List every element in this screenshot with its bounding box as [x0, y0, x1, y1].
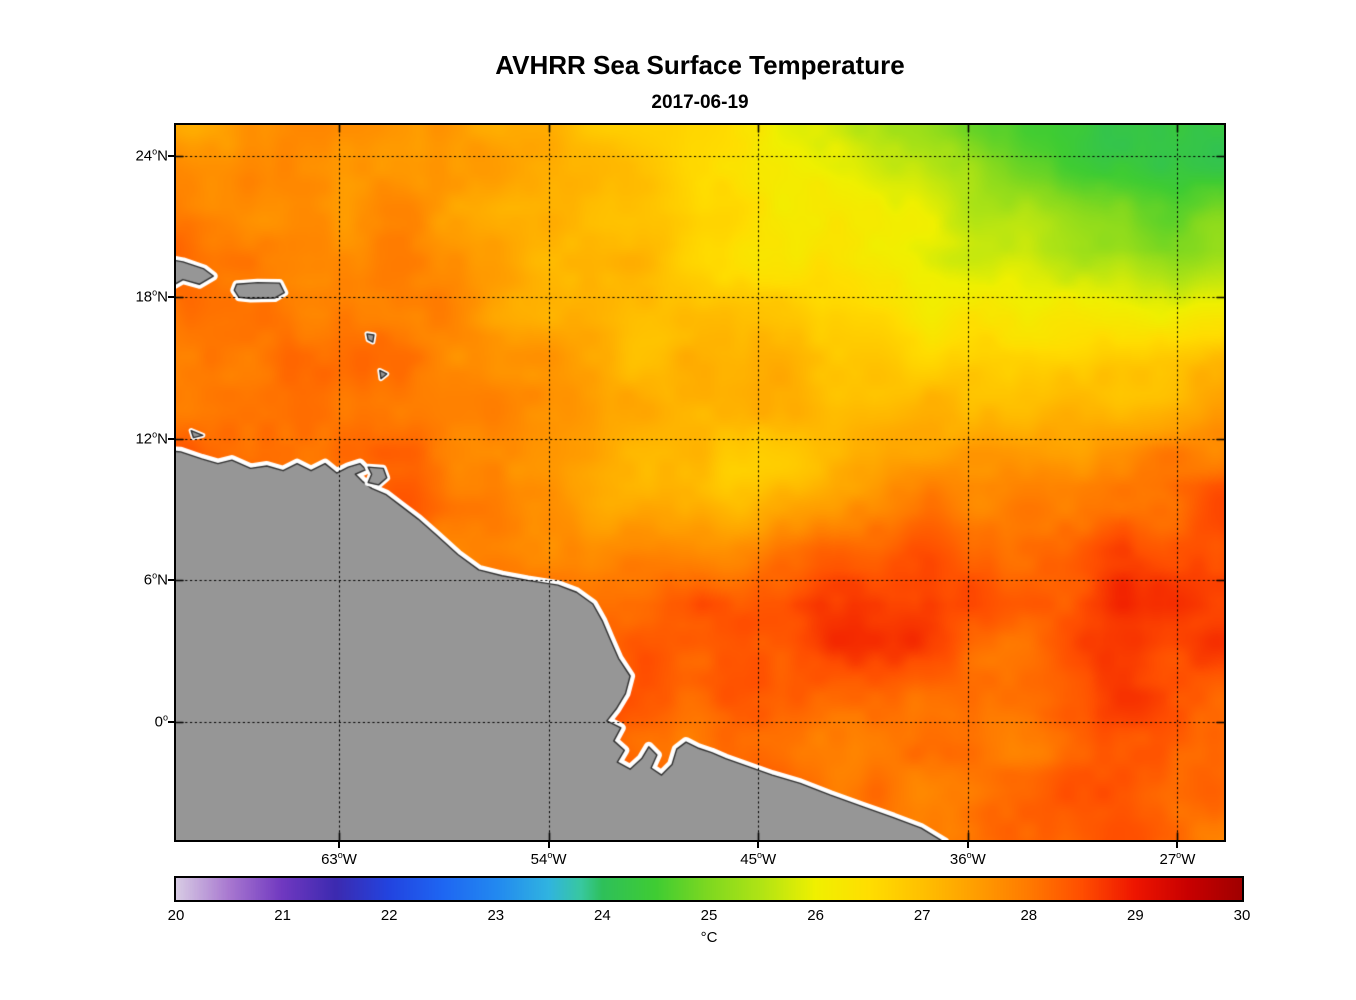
tick-direction: W — [971, 851, 986, 868]
degree-superscript: o — [152, 429, 158, 440]
chart-date-subtitle: 2017-06-19 — [651, 92, 749, 113]
tick-number: 0 — [154, 713, 163, 731]
tick-number: 63 — [321, 851, 338, 868]
y-axis-tick-mark — [168, 579, 174, 582]
y-axis-tick-label: 24oN — [96, 146, 168, 165]
tick-number: 24 — [135, 147, 153, 165]
y-axis-tick-mark — [168, 296, 174, 299]
chart-title: AVHRR Sea Surface Temperature — [495, 50, 905, 80]
tick-number: 27 — [1159, 851, 1177, 868]
tick-number: 36 — [949, 851, 967, 868]
colorbar-tick-label: 24 — [594, 907, 611, 924]
tick-number: 6 — [143, 571, 153, 589]
x-axis-tick-label: 45oW — [740, 850, 777, 869]
tick-number: 45 — [740, 851, 757, 868]
degree-superscript: o — [152, 570, 158, 581]
degree-superscript: o — [337, 850, 343, 860]
tick-direction: N — [157, 147, 168, 165]
tick-number: 54 — [530, 851, 548, 868]
map-plot-area — [174, 123, 1226, 842]
colorbar-tick-label: 27 — [913, 907, 931, 924]
sst-heatmap-canvas — [176, 125, 1224, 840]
degree-superscript: o — [547, 850, 553, 860]
x-axis-tick-label: 54oW — [530, 850, 567, 869]
y-axis-tick-mark — [168, 721, 174, 723]
y-axis-tick-label: 18oN — [96, 287, 168, 306]
x-axis-tick-mark — [547, 842, 550, 848]
x-axis-tick-mark — [338, 842, 341, 848]
tick-number: 12 — [135, 430, 153, 448]
y-axis-tick-mark — [168, 154, 174, 157]
tick-direction: W — [761, 851, 777, 868]
colorbar — [174, 876, 1244, 902]
degree-superscript: o — [152, 287, 158, 298]
colorbar-tick-label: 22 — [380, 907, 398, 924]
tick-direction: W — [552, 851, 567, 868]
degree-superscript: o — [162, 712, 168, 723]
colorbar-tick-label: 23 — [487, 907, 505, 924]
colorbar-unit-label: °C — [700, 929, 718, 946]
x-axis-tick-mark — [757, 842, 760, 848]
colorbar-gradient-canvas — [176, 878, 1242, 900]
colorbar-tick-label: 29 — [1127, 907, 1144, 924]
tick-direction: N — [157, 571, 168, 589]
y-axis-tick-label: 0o — [96, 712, 168, 731]
colorbar-tick-label: 21 — [274, 907, 291, 924]
tick-direction: W — [342, 851, 357, 868]
tick-direction: N — [157, 430, 168, 448]
tick-number: 18 — [135, 288, 153, 306]
y-axis-tick-label: 6oN — [96, 570, 168, 589]
tick-direction: N — [157, 288, 168, 306]
degree-superscript: o — [152, 146, 158, 157]
degree-superscript: o — [1176, 850, 1182, 860]
colorbar-tick-label: 26 — [807, 907, 824, 924]
y-axis-tick-label: 12oN — [96, 429, 168, 448]
x-axis-tick-label: 63oW — [321, 850, 357, 869]
y-axis-tick-mark — [168, 437, 174, 440]
degree-superscript: o — [966, 850, 972, 860]
x-axis-tick-mark — [966, 842, 969, 848]
tick-direction: W — [1181, 851, 1196, 868]
x-axis-tick-label: 36oW — [949, 850, 986, 869]
colorbar-tick-label: 30 — [1233, 907, 1251, 924]
colorbar-tick-label: 20 — [167, 907, 185, 924]
degree-superscript: o — [756, 850, 762, 860]
x-axis-tick-mark — [1176, 842, 1179, 848]
colorbar-tick-label: 25 — [700, 907, 718, 924]
colorbar-tick-label: 28 — [1020, 907, 1038, 924]
x-axis-tick-label: 27oW — [1159, 850, 1196, 869]
